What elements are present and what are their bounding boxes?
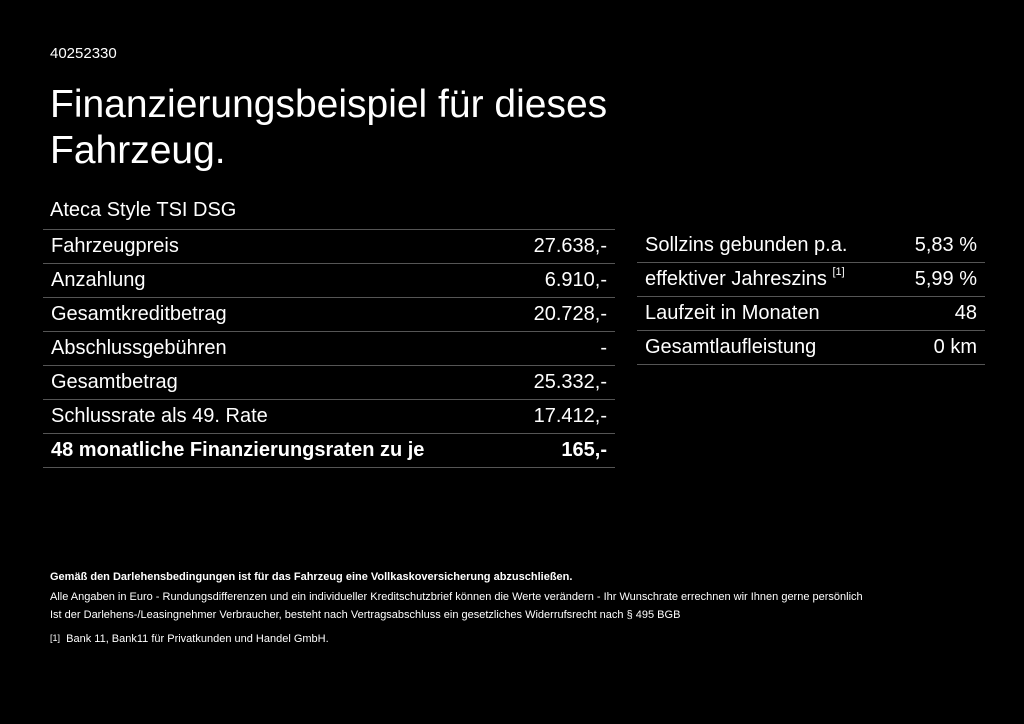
interest-table: Sollzins gebunden p.a. 5,83 % effektiver J…: [637, 229, 985, 365]
label-text: Laufzeit in Monaten: [645, 302, 820, 324]
label-text: Gesamtkreditbetrag: [51, 303, 227, 325]
row-label: Fahrzeugpreis: [51, 235, 179, 258]
row-value: 20.728,-: [533, 303, 607, 325]
row-value: 48: [954, 302, 977, 324]
row-label: Anzahlung: [51, 269, 146, 292]
row-value: 6.910,-: [544, 269, 607, 291]
table-row: effektiver Jahreszins [1] 5,99 %: [637, 263, 985, 297]
row-value: 17.412,-: [533, 405, 607, 427]
label-text: Schlussrate als 49. Rate: [51, 405, 268, 427]
table-row: 48 monatliche Finanzierungsraten zu je 16…: [43, 434, 615, 468]
table-row: Laufzeit in Monaten 48: [637, 297, 985, 331]
row-value: 27.638,-: [533, 235, 607, 257]
label-text: Anzahlung: [51, 269, 146, 291]
table-row: Gesamtlaufleistung 0 km: [637, 331, 985, 365]
table-row: Gesamtbetrag 25.332,-: [43, 366, 615, 400]
footnote-ref: [1]: [832, 266, 845, 278]
row-label: effektiver Jahreszins [1]: [645, 266, 845, 291]
row-label: Laufzeit in Monaten: [645, 302, 820, 325]
row-label: Abschlussgebühren: [51, 337, 227, 360]
footnote: [1] Bank 11, Bank11 für Privatkunden und…: [50, 633, 329, 645]
row-label: Gesamtlaufleistung: [645, 336, 816, 359]
row-label: Gesamtkreditbetrag: [51, 303, 227, 326]
label-text: Fahrzeugpreis: [51, 235, 179, 257]
financing-table: Fahrzeugpreis 27.638,- Anzahlung 6.910,- Ges…: [43, 229, 615, 468]
table-row: Anzahlung 6.910,-: [43, 264, 615, 298]
title: Finanzierungsbeispiel für dieses Fahrzeu…: [50, 83, 608, 172]
row-value: 0 km: [933, 336, 977, 358]
table-row: Abschlussgebühren -: [43, 332, 615, 366]
insurance-note: Gemäß den Darlehensbedingungen ist für d…: [50, 571, 573, 583]
row-value: 5,83 %: [914, 234, 977, 256]
table-row: Schlussrate als 49. Rate 17.412,-: [43, 400, 615, 434]
table-row: Sollzins gebunden p.a. 5,83 %: [637, 229, 985, 263]
note: Alle Angaben in Euro - Rundungsdifferenz…: [50, 591, 863, 603]
row-label: Schlussrate als 49. Rate: [51, 405, 268, 428]
label-text: Gesamtlaufleistung: [645, 336, 817, 358]
row-value: 25.332,-: [533, 371, 607, 393]
vehicle-id: 40252330: [50, 45, 117, 62]
row-value: 5,99 %: [914, 268, 977, 290]
table-row: Gesamtkreditbetrag 20.728,-: [43, 298, 615, 332]
label-text: 48 monatliche Finanzierungsraten zu je: [51, 439, 425, 461]
note: Ist der Darlehens-/Leasingnehmer Verbrau…: [50, 609, 681, 621]
label-text: Sollzins gebunden p.a.: [645, 234, 848, 256]
row-label: Gesamtbetrag: [51, 371, 178, 394]
row-label: Sollzins gebunden p.a.: [645, 234, 847, 257]
label-text: Abschlussgebühren: [51, 337, 227, 359]
row-label: 48 monatliche Finanzierungsraten zu je: [51, 439, 424, 462]
row-value: 165,-: [561, 439, 607, 461]
row-value: -: [600, 337, 607, 359]
table-row: Fahrzeugpreis 27.638,-: [43, 230, 615, 264]
footnote-marker: [1]: [50, 633, 61, 643]
label-text: Gesamtbetrag: [51, 371, 178, 393]
label-text: effektiver Jahreszins: [645, 268, 827, 290]
footnote-text: Bank 11, Bank11 für Privatkunden und Han…: [66, 633, 329, 645]
model-name: Ateca Style TSI DSG: [50, 199, 237, 221]
